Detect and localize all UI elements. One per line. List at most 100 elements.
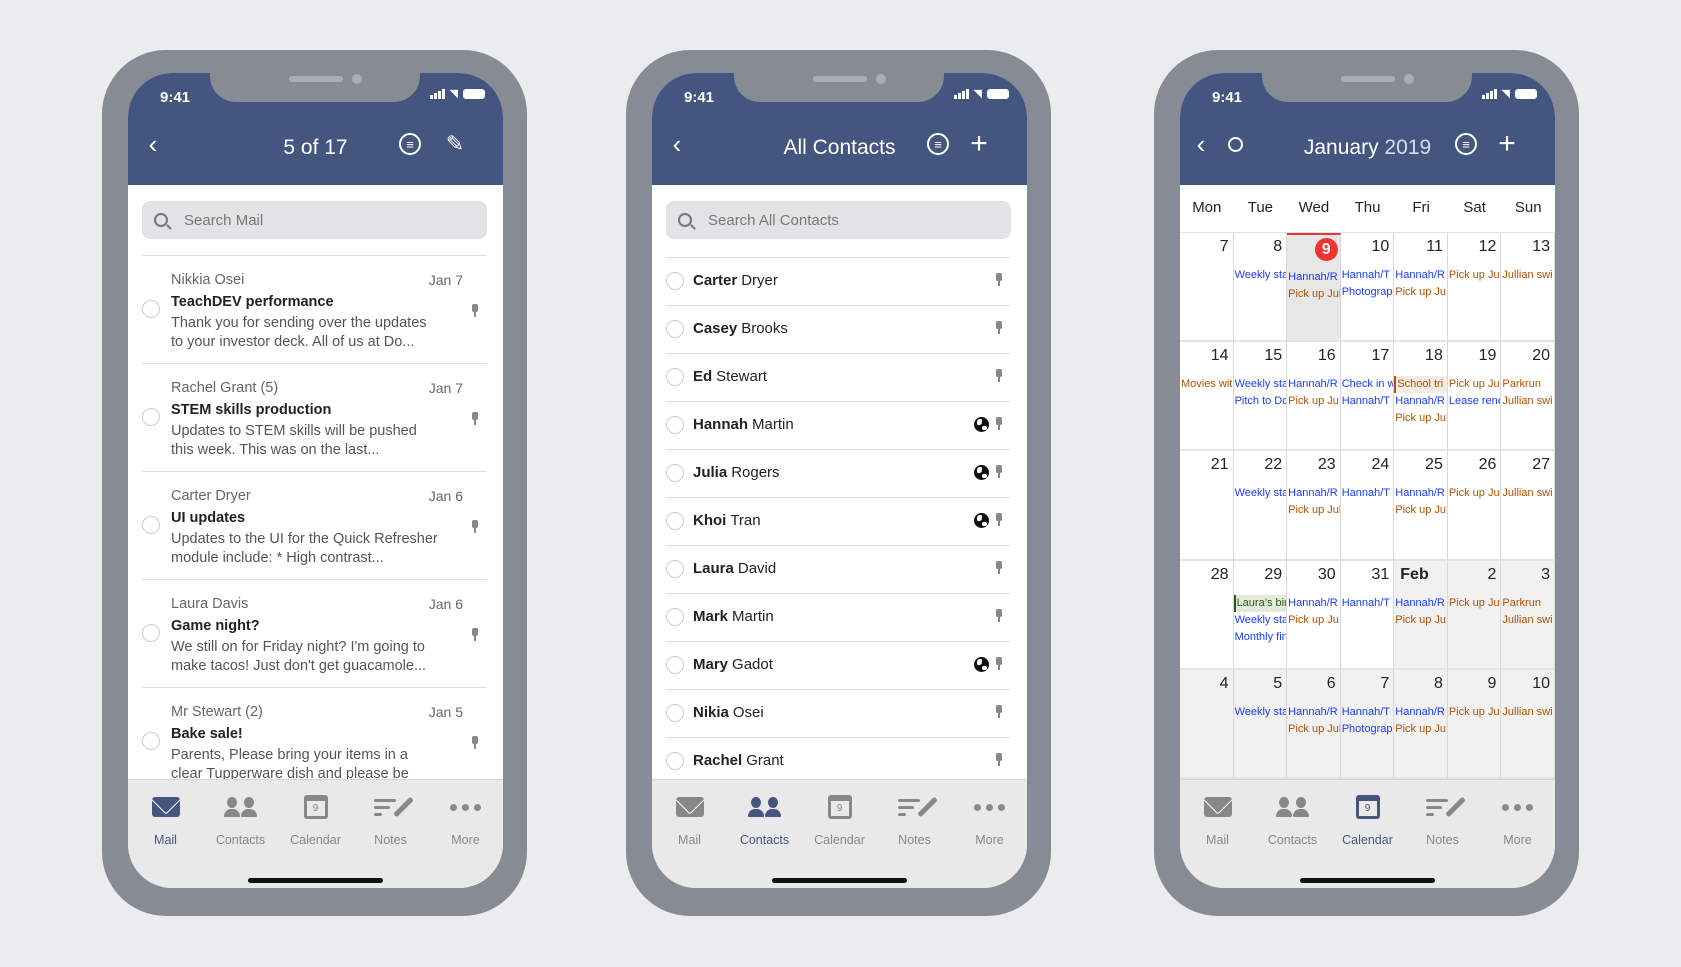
contact-row[interactable]: Laura David bbox=[666, 546, 1011, 594]
calendar-event[interactable]: Pick up Ju bbox=[1448, 596, 1500, 609]
calendar-event[interactable]: Pick up Ju bbox=[1395, 412, 1447, 425]
day-cell[interactable]: 27 Jullian swi bbox=[1501, 451, 1555, 561]
tab-mail[interactable]: Mail bbox=[652, 790, 727, 847]
pin-icon[interactable] bbox=[995, 513, 1003, 526]
select-radio[interactable] bbox=[666, 464, 684, 482]
pin-icon[interactable] bbox=[995, 465, 1003, 478]
pin-icon[interactable] bbox=[995, 369, 1003, 382]
select-radio[interactable] bbox=[666, 656, 684, 674]
pin-icon[interactable] bbox=[995, 753, 1003, 766]
calendar-event[interactable]: Weekly sta bbox=[1234, 613, 1287, 626]
day-cell[interactable]: Feb Hannah/R Pick up Ju bbox=[1394, 560, 1448, 670]
calendar-event[interactable]: Hannah/R bbox=[1288, 271, 1338, 283]
calendar-event[interactable]: Lease rene bbox=[1448, 395, 1501, 408]
calendar-event[interactable]: Parkrun bbox=[1502, 378, 1541, 391]
tab-notes[interactable]: Notes bbox=[1405, 790, 1480, 847]
calendar-event[interactable]: Hannah/R bbox=[1395, 596, 1445, 609]
contact-row[interactable]: Rachel Grant bbox=[666, 738, 1011, 781]
calendar-event[interactable]: Pick up Ju bbox=[1395, 504, 1447, 517]
calendar-event[interactable]: Jullian swi bbox=[1502, 487, 1553, 500]
calendar-event[interactable]: Weekly sta bbox=[1234, 378, 1287, 391]
day-cell[interactable]: 8 Hannah/R Pick up Ju bbox=[1394, 669, 1448, 779]
day-cell[interactable]: 4 bbox=[1180, 669, 1234, 779]
calendar-event[interactable]: Parkrun bbox=[1502, 596, 1541, 609]
calendar-event[interactable]: Pick up Ju bbox=[1288, 395, 1339, 408]
pin-icon[interactable] bbox=[995, 609, 1003, 622]
select-radio[interactable] bbox=[666, 512, 684, 530]
calendar-event[interactable]: Hannah/R bbox=[1395, 395, 1445, 408]
calendar-event[interactable]: Movies wit bbox=[1181, 378, 1233, 391]
calendar-event[interactable]: Jullian swi bbox=[1502, 395, 1553, 408]
tab-contacts[interactable]: Contacts bbox=[203, 790, 278, 847]
mail-item[interactable]: Carter Dryer Jan 6 UI updates Updates to th… bbox=[142, 472, 487, 580]
day-cell[interactable]: 24 Hannah/T bbox=[1340, 451, 1395, 561]
select-radio[interactable] bbox=[666, 272, 684, 290]
day-cell[interactable]: 9 Pick up Ju bbox=[1447, 669, 1502, 779]
select-radio[interactable] bbox=[666, 416, 684, 434]
calendar-event[interactable]: Pick up Ju bbox=[1448, 269, 1500, 281]
contact-row[interactable]: Julia Rogers bbox=[666, 450, 1011, 498]
calendar-event[interactable]: Hannah/R bbox=[1288, 705, 1338, 718]
select-radio[interactable] bbox=[142, 516, 160, 534]
pin-icon[interactable] bbox=[995, 705, 1003, 718]
calendar-event[interactable]: Pick up Ju bbox=[1395, 286, 1447, 298]
select-radio[interactable] bbox=[666, 320, 684, 338]
calendar-event[interactable]: Hannah/T bbox=[1341, 705, 1391, 718]
tab-more[interactable]: More bbox=[1480, 790, 1555, 847]
search-mail-input[interactable]: Search Mail bbox=[142, 201, 487, 239]
pin-icon[interactable] bbox=[995, 417, 1003, 430]
calendar-event[interactable]: Jullian swi bbox=[1502, 269, 1553, 281]
contact-row[interactable]: Mary Gadot bbox=[666, 642, 1011, 690]
tab-more[interactable]: More bbox=[952, 790, 1027, 847]
select-radio[interactable] bbox=[666, 608, 684, 626]
calendar-event[interactable]: Weekly sta bbox=[1234, 269, 1287, 281]
day-cell[interactable]: 28 bbox=[1180, 560, 1234, 670]
pin-icon[interactable] bbox=[995, 321, 1003, 334]
contact-row[interactable]: Ed Stewart bbox=[666, 354, 1011, 402]
calendar-event[interactable]: Jullian swi bbox=[1502, 613, 1553, 626]
contact-row[interactable]: Nikia Osei bbox=[666, 690, 1011, 738]
day-cell[interactable]: 5 Weekly sta bbox=[1233, 669, 1288, 779]
tab-notes[interactable]: Notes bbox=[877, 790, 952, 847]
pin-icon[interactable] bbox=[995, 561, 1003, 574]
day-cell[interactable]: 10 Jullian swi bbox=[1501, 669, 1555, 779]
day-cell[interactable]: 8 Weekly sta bbox=[1233, 233, 1288, 343]
back-button[interactable]: ‹ bbox=[138, 129, 168, 159]
calendar-event[interactable]: Hannah/T bbox=[1341, 487, 1391, 500]
day-cell[interactable]: 26 Pick up Ju bbox=[1447, 451, 1502, 561]
filter-button[interactable]: ≡ bbox=[1451, 129, 1481, 159]
filter-button[interactable]: ≡ bbox=[395, 129, 425, 159]
mail-item[interactable]: Rachel Grant (5) Jan 7 STEM skills product… bbox=[142, 364, 487, 472]
pin-icon[interactable] bbox=[471, 628, 479, 641]
tab-more[interactable]: More bbox=[428, 790, 503, 847]
calendar-event[interactable]: Pick up Ju bbox=[1395, 613, 1447, 626]
day-cell[interactable]: 9 Hannah/R Pick up Jul bbox=[1287, 233, 1341, 343]
day-cell[interactable]: 3 Parkrun Jullian swi bbox=[1501, 560, 1555, 670]
calendar-event[interactable]: Pick up Jul bbox=[1288, 722, 1340, 735]
tab-calendar[interactable]: 9 Calendar bbox=[278, 790, 353, 847]
contact-row[interactable]: Hannah Martin bbox=[666, 402, 1011, 450]
mail-item[interactable]: Mr Stewart (2) Jan 5 Bake sale! Parents, Pl… bbox=[142, 688, 487, 779]
tab-calendar[interactable]: 9 Calendar bbox=[802, 790, 877, 847]
add-event-button[interactable]: + bbox=[1492, 127, 1522, 160]
mail-item[interactable]: Nikkia Osei Jan 7 TeachDEV performance Than… bbox=[142, 256, 487, 364]
day-cell[interactable]: 7 Hannah/T Photograp bbox=[1340, 669, 1395, 779]
select-radio[interactable] bbox=[142, 732, 160, 750]
add-contact-button[interactable]: + bbox=[964, 127, 994, 160]
pin-icon[interactable] bbox=[471, 520, 479, 533]
day-cell[interactable]: 17 Check in w Hannah/T bbox=[1340, 342, 1395, 452]
day-cell[interactable]: 18 School tri Hannah/R Pick up Ju bbox=[1394, 342, 1448, 452]
calendar-event[interactable]: Hannah/R bbox=[1395, 269, 1445, 281]
day-cell[interactable]: 29 Laura’s bir Weekly sta Monthly fin bbox=[1233, 560, 1288, 670]
calendar-event[interactable]: Pitch to Do bbox=[1234, 395, 1287, 408]
home-indicator[interactable] bbox=[772, 878, 907, 883]
select-radio[interactable] bbox=[142, 300, 160, 318]
calendar-event[interactable]: Check in w bbox=[1341, 378, 1394, 391]
calendar-event[interactable]: School tri bbox=[1394, 376, 1447, 394]
day-cell[interactable]: 10 Hannah/T Photograp bbox=[1340, 233, 1395, 343]
day-cell[interactable]: 6 Hannah/R Pick up Jul bbox=[1287, 669, 1341, 779]
contact-row[interactable]: Carter Dryer bbox=[666, 258, 1011, 306]
search-button[interactable] bbox=[1220, 129, 1250, 159]
tab-notes[interactable]: Notes bbox=[353, 790, 428, 847]
day-cell[interactable]: 14 Movies wit bbox=[1180, 342, 1234, 452]
